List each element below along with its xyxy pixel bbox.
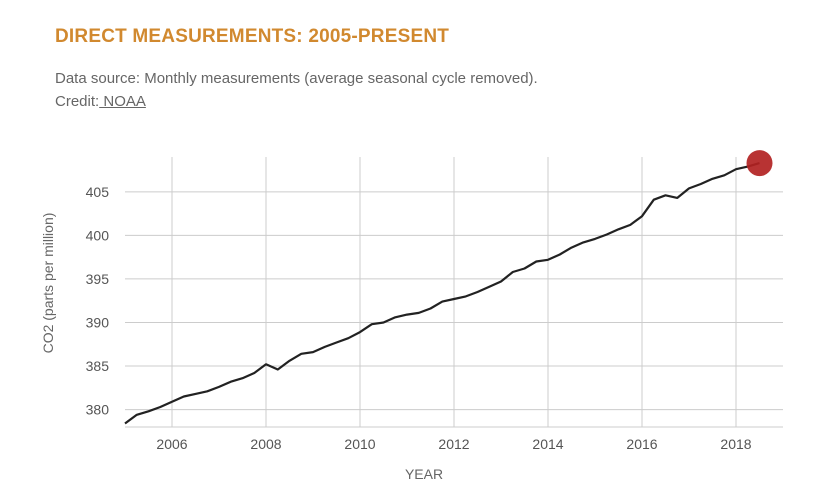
x-tick-label: 2012 <box>438 436 469 452</box>
chart-series <box>124 150 773 425</box>
x-axis-label: YEAR <box>405 466 443 482</box>
x-axis-ticks: 2006 2008 2010 2012 2014 2016 2018 <box>156 436 751 452</box>
y-tick-label: 380 <box>86 402 110 418</box>
y-tick-label: 385 <box>86 358 110 374</box>
y-axis-label: CO2 (parts per million) <box>40 213 56 354</box>
latest-value-marker[interactable] <box>746 150 773 177</box>
x-tick-label: 2016 <box>626 436 657 452</box>
x-tick-label: 2006 <box>156 436 187 452</box>
y-tick-label: 400 <box>86 227 110 243</box>
x-tick-label: 2018 <box>720 436 751 452</box>
y-tick-label: 395 <box>86 271 110 287</box>
co2-series-line <box>124 162 760 425</box>
x-tick-label: 2010 <box>344 436 375 452</box>
credit-link-noaa[interactable]: NOAA <box>99 93 146 110</box>
x-tick-label: 2014 <box>532 436 563 452</box>
data-source-note: Data source: Monthly measurements (avera… <box>55 67 575 113</box>
chart-grid <box>125 157 783 428</box>
chart-title: DIRECT MEASUREMENTS: 2005-PRESENT <box>55 26 450 47</box>
y-tick-label: 405 <box>86 184 110 200</box>
x-tick-label: 2008 <box>250 436 281 452</box>
y-tick-label: 390 <box>86 314 110 330</box>
source-text: Data source: Monthly measurements (avera… <box>55 70 538 110</box>
y-axis-ticks: 380 385 390 395 400 405 <box>86 184 110 418</box>
